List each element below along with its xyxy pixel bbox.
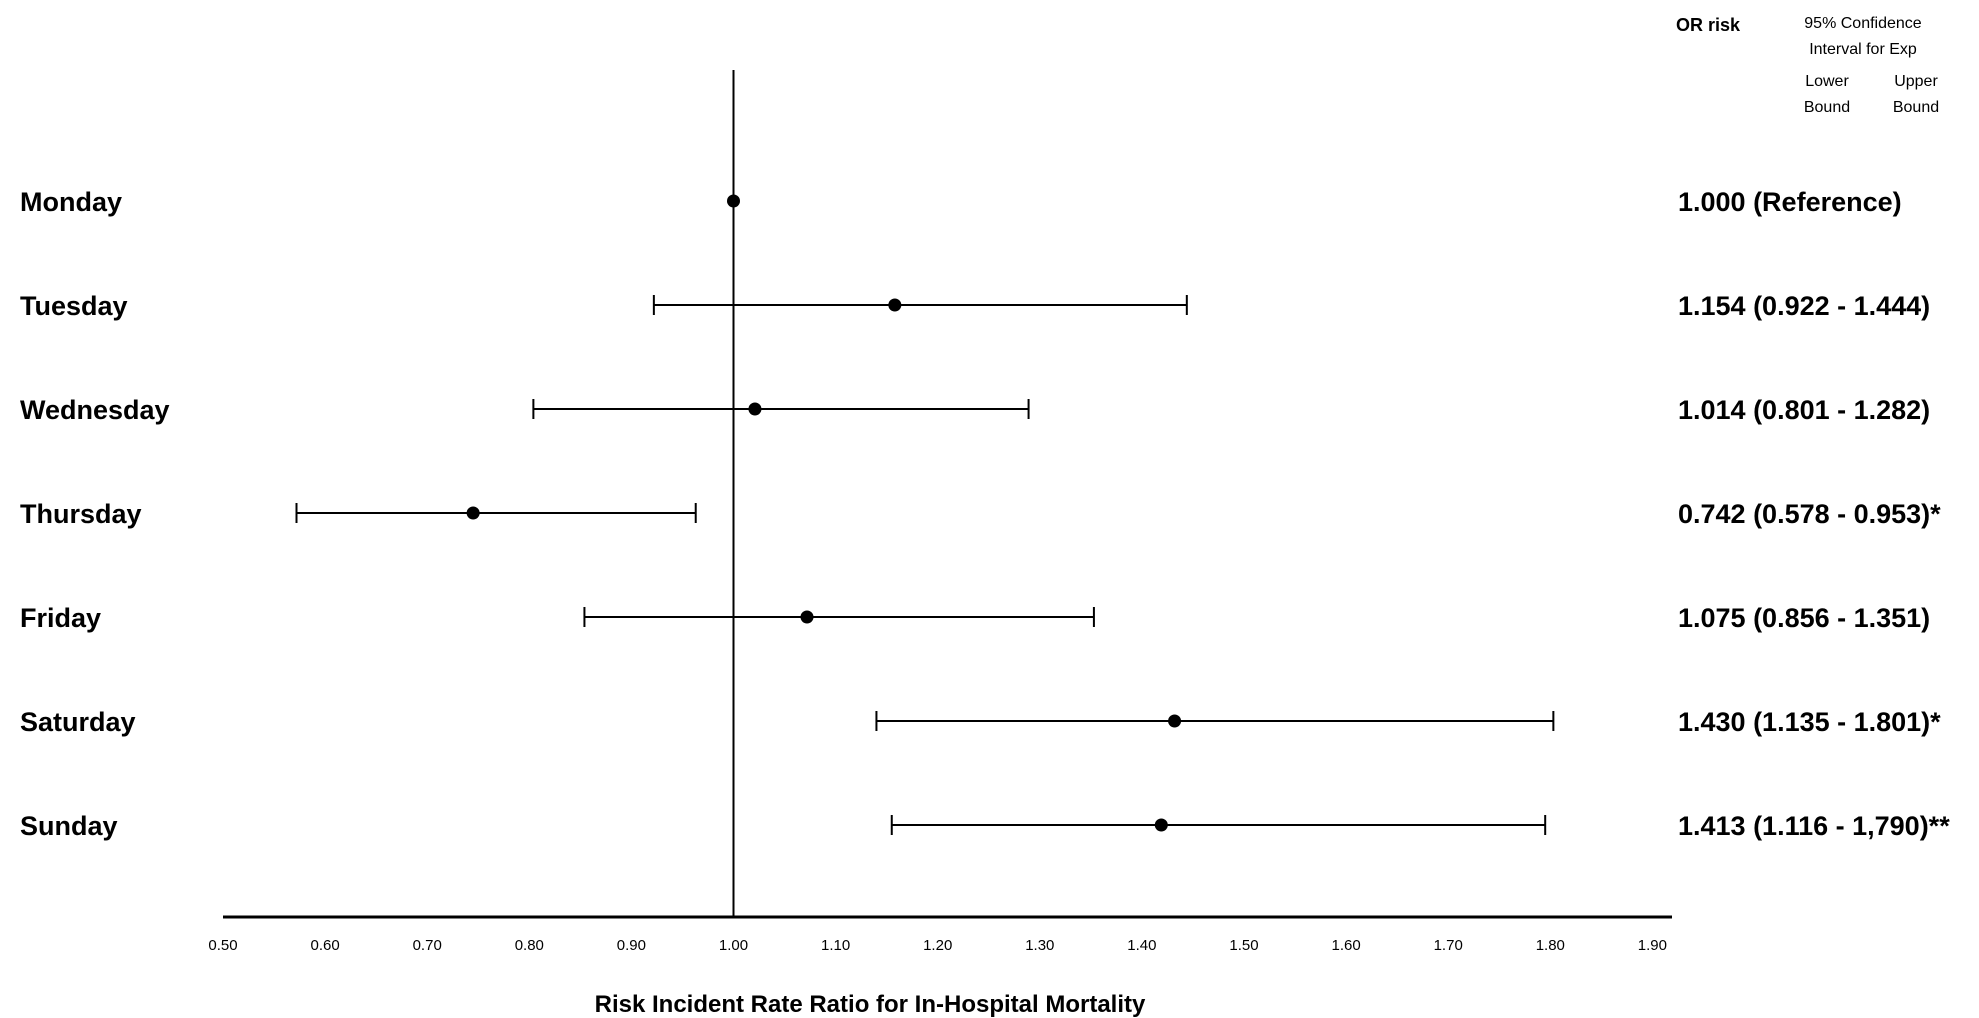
estimate-point — [727, 194, 740, 208]
upper-bound-header-line2: Bound — [1893, 99, 1939, 116]
x-tick-label: 1.10 — [821, 937, 850, 954]
x-tick-label: 1.40 — [1127, 937, 1156, 954]
x-axis-title: Risk Incident Rate Ratio for In-Hospital… — [595, 991, 1146, 1018]
row-label: Saturday — [20, 707, 136, 737]
forest-rows: Monday 1.000 (Reference) Tuesday 1.154 (0.9… — [20, 187, 1950, 841]
estimate-point — [1154, 818, 1168, 832]
ci-header-line1: 95% Confidence — [1804, 15, 1922, 32]
or-value-text: 1.413 (1.116 - 1,790)** — [1678, 811, 1950, 841]
x-tick-label: 1.00 — [719, 937, 748, 954]
ci-header-line2: Interval for Exp — [1809, 41, 1917, 58]
x-tick-label: 1.60 — [1331, 937, 1360, 954]
x-tick-label: 0.60 — [310, 937, 339, 954]
row-label: Monday — [20, 187, 122, 217]
x-tick-labels: 0.50 0.60 0.70 0.80 0.90 1.00 1.10 1.20 1.30 1.40… — [208, 937, 1667, 954]
upper-bound-header-line1: Upper — [1894, 73, 1938, 90]
row-label: Friday — [20, 603, 101, 633]
estimate-point — [748, 402, 762, 416]
row-label: Tuesday — [20, 291, 128, 321]
x-tick-label: 0.90 — [617, 937, 646, 954]
estimate-point — [800, 610, 814, 624]
x-tick-label: 0.50 — [208, 937, 237, 954]
x-tick-label: 1.80 — [1536, 937, 1565, 954]
row-label: Thursday — [20, 499, 142, 529]
estimate-point — [466, 506, 480, 520]
x-tick-label: 0.80 — [515, 937, 544, 954]
x-tick-label: 0.70 — [413, 937, 442, 954]
or-value-text: 1.430 (1.135 - 1.801)* — [1678, 707, 1941, 737]
or-value-text: 1.000 (Reference) — [1678, 187, 1902, 217]
or-value-text: 0.742 (0.578 - 0.953)* — [1678, 499, 1941, 529]
lower-bound-header-line1: Lower — [1805, 73, 1849, 90]
or-value-text: 1.075 (0.856 - 1.351) — [1678, 603, 1930, 633]
x-tick-label: 1.30 — [1025, 937, 1054, 954]
estimate-point — [1168, 714, 1182, 728]
x-tick-label: 1.20 — [923, 937, 952, 954]
or-risk-header: OR risk — [1676, 15, 1741, 35]
or-value-text: 1.014 (0.801 - 1.282) — [1678, 395, 1930, 425]
or-value-text: 1.154 (0.922 - 1.444) — [1678, 291, 1930, 321]
estimate-point — [888, 298, 902, 312]
row-label: Wednesday — [20, 395, 170, 425]
table-header: OR risk 95% Confidence Interval for Exp … — [1676, 15, 1939, 116]
row-label: Sunday — [20, 811, 118, 841]
x-tick-label: 1.70 — [1434, 937, 1463, 954]
x-tick-label: 1.90 — [1638, 937, 1667, 954]
x-tick-label: 1.50 — [1229, 937, 1258, 954]
lower-bound-header-line2: Bound — [1804, 99, 1850, 116]
